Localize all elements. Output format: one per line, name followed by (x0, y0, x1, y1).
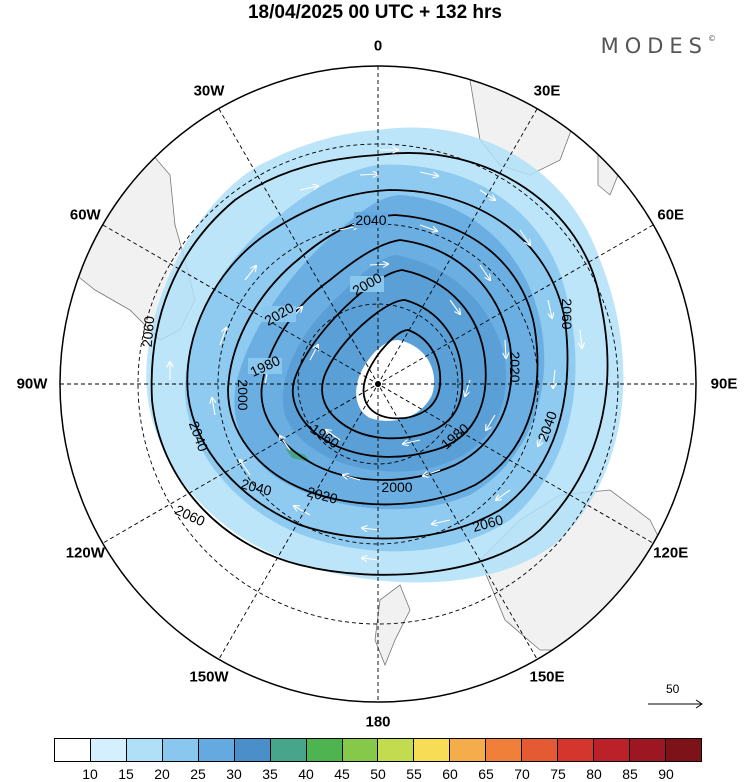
contour-label: 2040 (239, 475, 273, 499)
contour-label: 2020 (507, 351, 523, 382)
colorbar (54, 738, 702, 762)
contour-label: 2060 (471, 511, 505, 535)
colorbar-swatch (162, 739, 199, 761)
longitude-label: 0 (373, 37, 383, 55)
colorbar-swatch (630, 739, 666, 761)
longitude-label: 90E (710, 375, 738, 393)
longitude-label: 60E (657, 206, 685, 224)
colorbar-swatch (665, 739, 701, 761)
wind-vectors (170, 150, 582, 560)
colorbar-swatch (486, 739, 523, 761)
colorbar-swatch (558, 739, 595, 761)
colorbar-tick-label: 65 (478, 766, 494, 782)
polar-map: 2040 2000 2020 1980 2060 2000 2040 1960 … (59, 65, 697, 703)
contour-label: 2020 (305, 483, 339, 507)
colorbar-tick-label: 50 (370, 766, 386, 782)
colorbar-swatch (306, 739, 343, 761)
colorbar-swatch (522, 739, 559, 761)
reference-vector-label: 50 (666, 682, 680, 696)
contour-label: 2000 (235, 379, 251, 410)
new-zealand-landmass (374, 584, 411, 667)
colorbar-swatch (234, 739, 271, 761)
colorbar-swatch (450, 739, 487, 761)
colorbar-tick-label: 75 (550, 766, 566, 782)
colorbar-swatch (414, 739, 451, 761)
contour-label: 2060 (559, 298, 575, 329)
colorbar-tick-label: 90 (658, 766, 674, 782)
colorbar-tick-label: 85 (622, 766, 638, 782)
colorbar-swatch (55, 739, 91, 761)
colorbar-swatch (594, 739, 630, 761)
colorbar-tick-label: 40 (298, 766, 314, 782)
colorbar-swatch (198, 739, 235, 761)
colorbar-swatch (378, 739, 415, 761)
reference-vector-arrow (648, 699, 703, 709)
colorbar-tick-label: 35 (262, 766, 278, 782)
contour-label: 2060 (139, 315, 158, 348)
colorbar-tick-label: 25 (190, 766, 206, 782)
colorbar-tick-label: 70 (514, 766, 530, 782)
colorbar-swatch (342, 739, 379, 761)
colorbar-tick-label: 30 (226, 766, 242, 782)
longitude-label: 120W (65, 544, 105, 562)
longitude-label: 60W (69, 206, 101, 224)
contour-label: 2040 (355, 212, 386, 228)
longitude-label: 120E (653, 544, 689, 562)
height-contours (150, 152, 609, 576)
contour-label: 2000 (381, 479, 412, 495)
longitude-label: 150W (189, 668, 229, 686)
south-pole-marker (375, 381, 381, 387)
longitude-label: 30W (193, 82, 225, 100)
longitude-label: 30E (533, 82, 561, 100)
colorbar-tick-label: 20 (154, 766, 170, 782)
colorbar-swatch (126, 739, 163, 761)
colorbar-tick-label: 60 (442, 766, 458, 782)
chart-title: 18/04/2025 00 UTC + 132 hrs (247, 2, 503, 23)
colorbar-tick-label: 10 (82, 766, 98, 782)
longitude-label: 180 (365, 713, 391, 731)
colorbar-swatch (90, 739, 127, 761)
colorbar-labels: 10 15 20 25 30 35 40 45 50 55 60 65 70 75 80 85 90 (54, 766, 702, 782)
colorbar-tick-label: 80 (586, 766, 602, 782)
colorbar-tick-label: 55 (406, 766, 422, 782)
modes-logo: MODES© (600, 34, 716, 58)
longitude-label: 150E (529, 668, 565, 686)
longitude-label: 90W (16, 375, 48, 393)
map-boundary (59, 65, 697, 703)
colorbar-tick-label: 15 (118, 766, 134, 782)
colorbar-tick-label: 45 (334, 766, 350, 782)
colorbar-swatch (270, 739, 307, 761)
